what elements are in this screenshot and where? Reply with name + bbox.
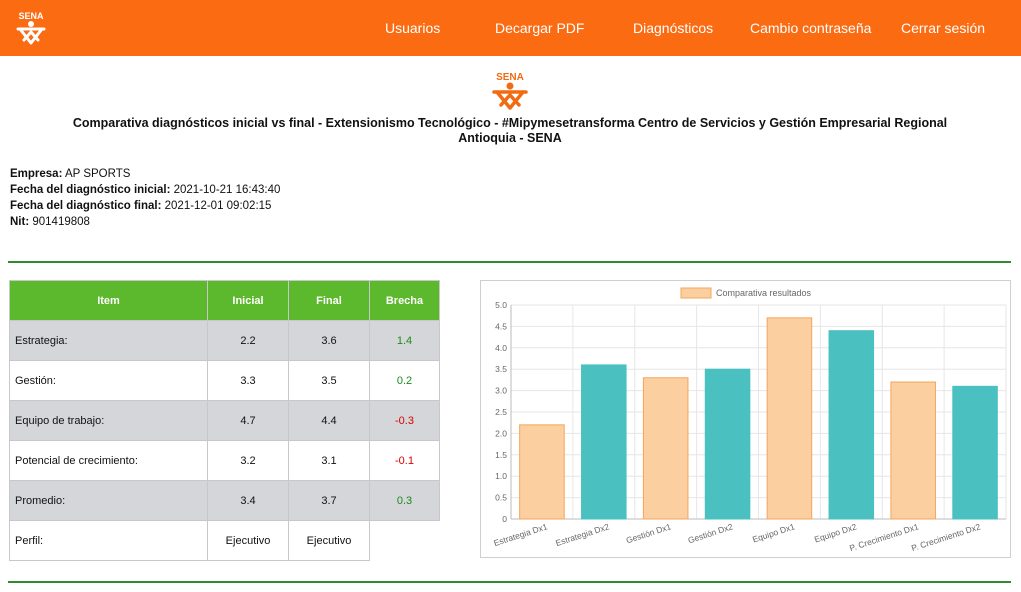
nav-descargar-pdf-link[interactable]: Decargar PDF xyxy=(495,20,585,36)
row-inicial: 3.4 xyxy=(207,480,289,521)
fecha-inicial-value: 2021-10-21 16:43:40 xyxy=(173,184,281,196)
empresa-label: Empresa: xyxy=(10,168,63,180)
fecha-inicial-label: Fecha del diagnóstico inicial: xyxy=(10,184,171,196)
chart-bar xyxy=(828,330,875,520)
x-tick-label: Equipo Dx2 xyxy=(813,521,858,544)
y-tick-label: 3.0 xyxy=(495,386,507,396)
table-row: Promedio: 3.4 3.7 0.3 xyxy=(9,480,440,521)
x-tick-label: Gestión Dx2 xyxy=(687,521,735,545)
fecha-inicial-row: Fecha del diagnóstico inicial: 2021-10-2… xyxy=(10,184,280,196)
row-brecha: -0.1 xyxy=(369,440,440,481)
row-final: 3.1 xyxy=(288,440,370,481)
chart-bar xyxy=(642,377,689,520)
chart-bar xyxy=(704,368,751,520)
x-tick-label: P. Crecimiento Dx2 xyxy=(910,521,982,553)
perfil-label: Perfil: xyxy=(9,520,208,561)
perfil-inicial: Ejecutivo xyxy=(207,520,289,561)
center-logo-text: SENA xyxy=(496,72,524,83)
y-tick-label: 4.0 xyxy=(495,343,507,353)
row-brecha: 0.2 xyxy=(369,360,440,401)
row-item: Estrategia: xyxy=(9,320,208,361)
y-tick-label: 2.5 xyxy=(495,407,507,417)
nav-diagnosticos-link[interactable]: Diagnósticos xyxy=(633,20,714,36)
y-tick-label: 3.5 xyxy=(495,364,507,374)
x-tick-label: Estrategia Dx1 xyxy=(492,521,548,548)
perfil-final: Ejecutivo xyxy=(288,520,370,561)
header-brecha: Brecha xyxy=(369,280,440,321)
sena-logo-icon[interactable]: SENA xyxy=(14,10,48,46)
row-brecha: 1.4 xyxy=(369,320,440,361)
page-title: Comparativa diagnósticos inicial vs fina… xyxy=(72,116,948,145)
header-final: Final xyxy=(288,280,370,321)
nit-row: Nit: 901419808 xyxy=(10,216,90,228)
row-item: Equipo de trabajo: xyxy=(9,400,208,441)
empresa-row: Empresa: AP SPORTS xyxy=(10,168,130,180)
nav-usuarios-link[interactable]: Usuarios xyxy=(385,20,441,36)
x-tick-label: Gestión Dx1 xyxy=(625,521,673,545)
nit-label: Nit: xyxy=(10,216,30,228)
table-row-perfil: Perfil: Ejecutivo Ejecutivo xyxy=(9,520,440,561)
chart-bar xyxy=(581,364,627,520)
table-header-row: Item Inicial Final Brecha xyxy=(9,280,440,321)
table-row: Equipo de trabajo: 4.7 4.4 -0.3 xyxy=(9,400,440,441)
table-row: Gestión: 3.3 3.5 0.2 xyxy=(9,360,440,401)
y-tick-label: 0.5 xyxy=(495,493,507,503)
divider-bottom xyxy=(8,581,1011,583)
row-inicial: 3.3 xyxy=(207,360,289,401)
chart-bar xyxy=(766,317,813,520)
row-final: 4.4 xyxy=(288,400,370,441)
nit-value: 901419808 xyxy=(32,216,90,228)
chart-bar xyxy=(890,381,936,520)
perfil-empty-cell xyxy=(369,520,440,561)
header-inicial: Inicial xyxy=(207,280,289,321)
y-tick-label: 4.5 xyxy=(495,321,507,331)
table-row: Potencial de crecimiento: 3.2 3.1 -0.1 xyxy=(9,440,440,481)
comparison-table: Item Inicial Final Brecha Estrategia: 2.… xyxy=(9,280,440,561)
sena-center-logo-icon: SENA xyxy=(492,72,528,110)
fecha-final-value: 2021-12-01 09:02:15 xyxy=(164,200,272,212)
x-tick-label: P. Crecimiento Dx1 xyxy=(848,521,920,553)
table-row: Estrategia: 2.2 3.6 1.4 xyxy=(9,320,440,361)
nav-cerrar-sesion-link[interactable]: Cerrar sesión xyxy=(901,20,986,36)
nav-logo-text: SENA xyxy=(18,11,44,21)
row-item: Gestión: xyxy=(9,360,208,401)
y-tick-label: 0 xyxy=(502,514,507,524)
header-item: Item xyxy=(9,280,208,321)
divider-top xyxy=(8,261,1011,263)
y-tick-label: 1.5 xyxy=(495,450,507,460)
y-tick-label: 5.0 xyxy=(495,300,507,310)
row-inicial: 4.7 xyxy=(207,400,289,441)
x-tick-label: Estrategia Dx2 xyxy=(554,521,610,548)
empresa-value: AP SPORTS xyxy=(64,168,131,180)
row-inicial: 3.2 xyxy=(207,440,289,481)
row-item: Potencial de crecimiento: xyxy=(9,440,208,481)
chart-bar xyxy=(519,424,565,520)
row-brecha: 0.3 xyxy=(369,480,440,521)
row-final: 3.6 xyxy=(288,320,370,361)
results-chart: 0 0.5 1.0 1.5 2.0 2.5 3.0 3.5 4.0 4.5 5.0 Estrategi… xyxy=(480,280,1011,558)
y-tick-label: 1.0 xyxy=(495,471,507,481)
row-inicial: 2.2 xyxy=(207,320,289,361)
legend-label: Comparativa resultados xyxy=(716,288,812,298)
fecha-final-row: Fecha del diagnóstico final: 2021-12-01 … xyxy=(10,200,271,212)
row-brecha: -0.3 xyxy=(369,400,440,441)
row-final: 3.7 xyxy=(288,480,370,521)
x-tick-label: Equipo Dx1 xyxy=(751,521,796,544)
top-navbar: SENA Usuarios Decargar PDF Diagnósticos … xyxy=(0,0,1021,56)
chart-bar xyxy=(952,385,998,520)
nav-cambio-contrasena-link[interactable]: Cambio contraseña xyxy=(750,20,872,36)
legend-swatch xyxy=(680,287,712,299)
fecha-final-label: Fecha del diagnóstico final: xyxy=(10,200,162,212)
row-item: Promedio: xyxy=(9,480,208,521)
y-tick-label: 2.0 xyxy=(495,428,507,438)
row-final: 3.5 xyxy=(288,360,370,401)
bar-chart-svg: 0 0.5 1.0 1.5 2.0 2.5 3.0 3.5 4.0 4.5 5.0 Estrategi… xyxy=(492,287,1007,553)
